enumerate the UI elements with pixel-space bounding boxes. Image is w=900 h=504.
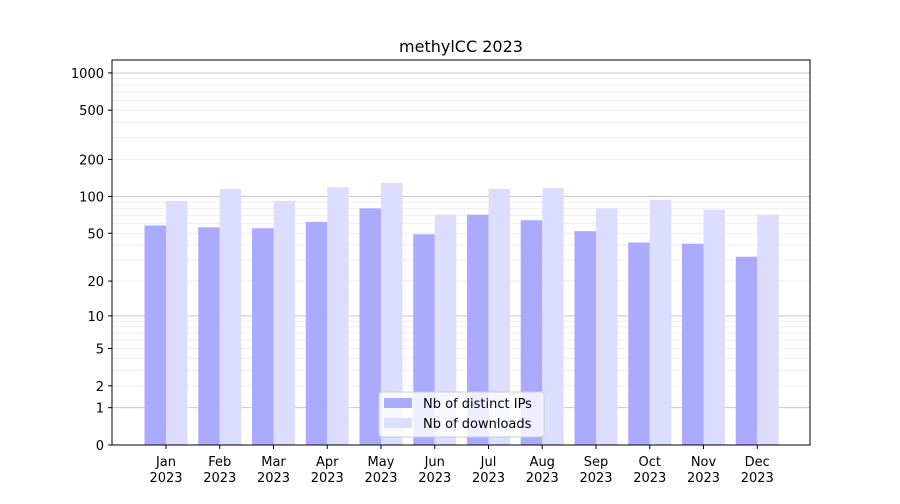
bar-downloads bbox=[381, 182, 403, 445]
x-tick-label: Nov 2023 bbox=[687, 455, 720, 486]
legend: Nb of distinct IPs Nb of downloads bbox=[378, 391, 545, 438]
x-tick-label: Dec 2023 bbox=[741, 455, 774, 486]
bar-distinct-ips bbox=[574, 231, 596, 445]
y-tick-label: 1 bbox=[96, 402, 104, 417]
bar-downloads bbox=[327, 187, 349, 445]
bar-downloads bbox=[166, 200, 188, 445]
bar-distinct-ips bbox=[735, 256, 758, 445]
legend-box bbox=[378, 391, 545, 438]
x-tick-label: Aug 2023 bbox=[526, 455, 559, 486]
y-tick-label: 10 bbox=[87, 310, 104, 325]
bar-downloads bbox=[219, 189, 242, 445]
bar-distinct-ips bbox=[305, 221, 328, 445]
y-tick-label: 100 bbox=[79, 190, 104, 205]
x-tick-label: May 2023 bbox=[364, 455, 397, 486]
legend-label: Nb of downloads bbox=[423, 417, 532, 432]
bar-distinct-ips bbox=[359, 208, 381, 445]
x-tick-label: Jan 2023 bbox=[149, 455, 182, 486]
bar-downloads bbox=[757, 214, 779, 445]
bar-downloads bbox=[649, 199, 672, 445]
bar-distinct-ips bbox=[520, 220, 543, 445]
legend-swatch bbox=[384, 418, 412, 428]
plot-frame bbox=[111, 59, 811, 446]
y-tick-label: 0 bbox=[96, 439, 104, 454]
bar-distinct-ips bbox=[198, 227, 220, 445]
y-tick-label: 20 bbox=[87, 275, 104, 290]
x-tick-label: Feb 2023 bbox=[203, 455, 236, 486]
bar-distinct-ips bbox=[682, 243, 704, 445]
bar-downloads bbox=[488, 189, 510, 445]
legend-label: Nb of distinct IPs bbox=[423, 397, 532, 412]
x-tick-label: Sep 2023 bbox=[579, 455, 612, 486]
y-tick-label: 200 bbox=[79, 153, 104, 168]
y-tick-label: 50 bbox=[87, 227, 104, 242]
bar-downloads bbox=[273, 200, 295, 445]
y-tick-label: 1000 bbox=[71, 67, 104, 82]
chart-title: methylCC 2023 bbox=[399, 37, 523, 56]
y-tick-label: 2 bbox=[96, 380, 104, 395]
bar-distinct-ips bbox=[467, 214, 489, 445]
bar-downloads bbox=[703, 209, 725, 445]
x-tick-label: Jul 2023 bbox=[472, 455, 505, 486]
y-tick-label: 500 bbox=[79, 104, 104, 119]
x-tick-label: Jun 2023 bbox=[418, 455, 451, 486]
x-tick-label: Mar 2023 bbox=[257, 455, 290, 486]
legend-swatch bbox=[384, 398, 412, 408]
bar-downloads bbox=[434, 214, 457, 445]
x-tick-label: Oct 2023 bbox=[633, 455, 666, 486]
bar-downloads bbox=[542, 188, 564, 446]
bar-downloads bbox=[596, 208, 618, 445]
bar-distinct-ips bbox=[252, 228, 274, 445]
y-tick-label: 5 bbox=[96, 343, 104, 358]
x-tick-label: Apr 2023 bbox=[311, 455, 344, 486]
bar-distinct-ips bbox=[144, 225, 166, 445]
bar-distinct-ips bbox=[628, 242, 650, 445]
